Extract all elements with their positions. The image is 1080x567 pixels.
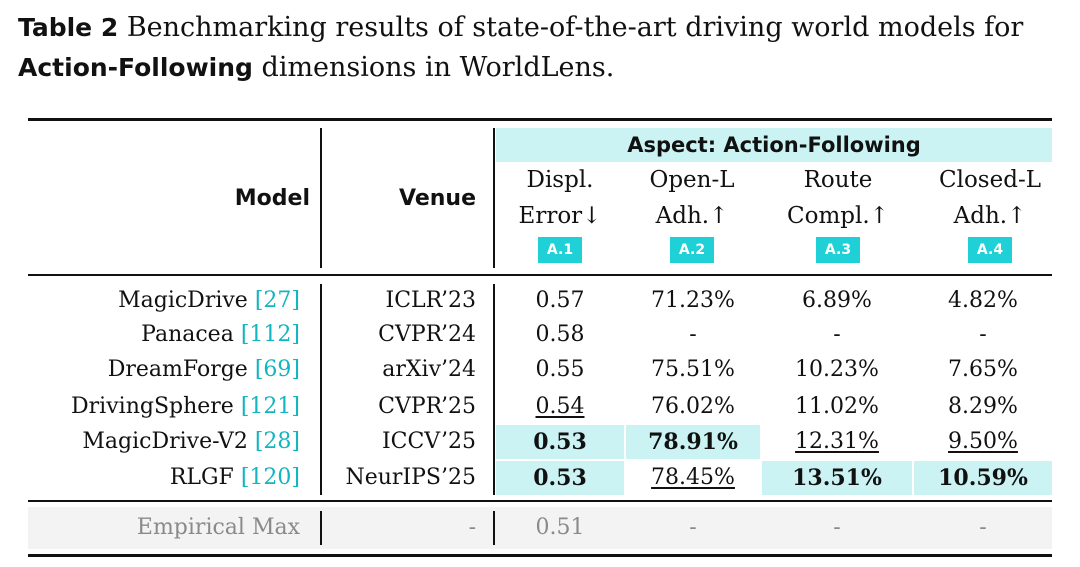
cell-a2-best: 78.91% bbox=[626, 425, 760, 459]
aspect-header: Aspect: Action-Following bbox=[496, 128, 1052, 162]
cell-a3: 10.23% bbox=[795, 357, 879, 382]
body-separator-model-venue bbox=[320, 284, 322, 495]
cell-a4: 9.50% bbox=[914, 425, 1052, 459]
col-header-line1: Route bbox=[803, 167, 873, 193]
col-header-line2: Compl.↑ bbox=[787, 203, 889, 229]
citation-link[interactable]: [69] bbox=[254, 357, 300, 382]
caption-text-after: dimensions in WorldLens. bbox=[252, 52, 615, 83]
cell-a1: 0.54 bbox=[496, 390, 624, 424]
caption-text-before: Benchmarking results of state-of-the-art… bbox=[118, 12, 1024, 43]
row-venue: arXiv’24 bbox=[382, 357, 476, 382]
row-model-name: DrivingSphere [121] bbox=[30, 390, 300, 424]
badge-a1: A.1 bbox=[538, 237, 582, 263]
row-venue: CVPR’24 bbox=[378, 322, 476, 347]
col-header-line2: Adh.↑ bbox=[953, 203, 1027, 229]
col-header-line2: Error↓ bbox=[518, 203, 602, 229]
cell-a1: 0.57 bbox=[535, 288, 585, 313]
header-separator-venue-metrics bbox=[493, 128, 495, 268]
col-header-displ-error: Displ. Error↓ bbox=[494, 162, 626, 234]
empirical-a2: - bbox=[689, 515, 697, 540]
citation-link[interactable]: [121] bbox=[240, 394, 300, 419]
badge-a4: A.4 bbox=[968, 237, 1012, 263]
model-name: DreamForge bbox=[107, 357, 248, 382]
cell-a1: 0.58 bbox=[535, 322, 585, 347]
col-header-open-loop-adherence: Open-L Adh.↑ bbox=[626, 162, 758, 234]
cell-a2: 76.02% bbox=[651, 394, 735, 419]
model-name: MagicDrive-V2 bbox=[82, 429, 248, 454]
caption-bold-term: Action-Following bbox=[18, 53, 253, 82]
second-best-value: 12.31% bbox=[795, 429, 879, 454]
cell-a2: 75.51% bbox=[651, 357, 735, 382]
model-name: RLGF bbox=[169, 465, 234, 490]
cell-a4: 8.29% bbox=[948, 394, 1018, 419]
empirical-rule bbox=[28, 500, 1052, 502]
row-venue: ICLR’23 bbox=[385, 288, 476, 313]
bottom-rule bbox=[28, 554, 1052, 557]
citation-link[interactable]: [27] bbox=[254, 288, 300, 313]
row-model-name: DreamForge [69] bbox=[30, 353, 300, 387]
row-venue: ICCV’25 bbox=[381, 429, 476, 454]
second-best-value: 9.50% bbox=[948, 429, 1018, 454]
col-header-line1: Closed-L bbox=[939, 167, 1041, 193]
col-header-closed-loop-adherence: Closed-L Adh.↑ bbox=[924, 162, 1056, 234]
citation-link[interactable]: [28] bbox=[254, 429, 300, 454]
row-model-name: MagicDrive [27] bbox=[30, 284, 300, 318]
badge-a3: A.3 bbox=[816, 237, 860, 263]
col-header-line1: Displ. bbox=[526, 167, 594, 193]
header-separator-model-venue bbox=[320, 128, 322, 268]
empirical-a4: - bbox=[979, 515, 987, 540]
empirical-venue: - bbox=[468, 515, 476, 540]
cell-a3: 11.02% bbox=[795, 394, 879, 419]
cell-a3: 6.89% bbox=[802, 288, 872, 313]
empirical-a1: 0.51 bbox=[535, 515, 585, 540]
col-header-line1: Open-L bbox=[649, 167, 735, 193]
empirical-separator-venue-metrics bbox=[493, 511, 495, 545]
table-caption: Table 2 Benchmarking results of state-of… bbox=[18, 8, 1068, 88]
model-name: Panacea bbox=[141, 322, 234, 347]
cell-a3: - bbox=[833, 322, 841, 347]
row-venue: NeurIPS’25 bbox=[345, 465, 476, 490]
empirical-a3: - bbox=[833, 515, 841, 540]
cell-a1: 0.55 bbox=[535, 357, 585, 382]
row-model-name: RLGF [120] bbox=[30, 461, 300, 495]
row-venue: CVPR’25 bbox=[378, 394, 476, 419]
model-name: MagicDrive bbox=[118, 288, 248, 313]
cell-a4-best: 10.59% bbox=[914, 461, 1052, 495]
row-model-name: MagicDrive-V2 [28] bbox=[30, 425, 300, 459]
second-best-value: 0.54 bbox=[535, 394, 585, 419]
empirical-separator-model-venue bbox=[320, 511, 322, 545]
header-rule bbox=[28, 274, 1052, 276]
cell-a4: 7.65% bbox=[948, 357, 1018, 382]
second-best-value: 78.45% bbox=[651, 465, 735, 490]
badge-a2: A.2 bbox=[670, 237, 714, 263]
cell-a2: 71.23% bbox=[651, 288, 735, 313]
empirical-row bbox=[28, 507, 1052, 549]
caption-label: Table 2 bbox=[18, 13, 119, 42]
cell-a2: - bbox=[689, 322, 697, 347]
header-venue: Venue bbox=[399, 186, 476, 211]
cell-a4: - bbox=[979, 322, 987, 347]
col-header-route-completion: Route Compl.↑ bbox=[772, 162, 904, 234]
empirical-name: Empirical Max bbox=[136, 515, 300, 540]
model-name: DrivingSphere bbox=[71, 394, 234, 419]
cell-a2: 78.45% bbox=[626, 461, 760, 495]
row-model-name: Panacea [112] bbox=[30, 318, 300, 352]
cell-a3-best: 13.51% bbox=[762, 461, 912, 495]
header-model: Model bbox=[234, 186, 310, 211]
col-header-line2: Adh.↑ bbox=[655, 203, 729, 229]
citation-link[interactable]: [112] bbox=[240, 322, 300, 347]
cell-a3: 12.31% bbox=[762, 425, 912, 459]
cell-a1-best: 0.53 bbox=[496, 461, 624, 495]
top-rule bbox=[28, 118, 1052, 121]
body-separator-venue-metrics bbox=[493, 284, 495, 495]
cell-a4: 4.82% bbox=[948, 288, 1018, 313]
cell-a1-best: 0.53 bbox=[496, 425, 624, 459]
citation-link[interactable]: [120] bbox=[240, 465, 300, 490]
